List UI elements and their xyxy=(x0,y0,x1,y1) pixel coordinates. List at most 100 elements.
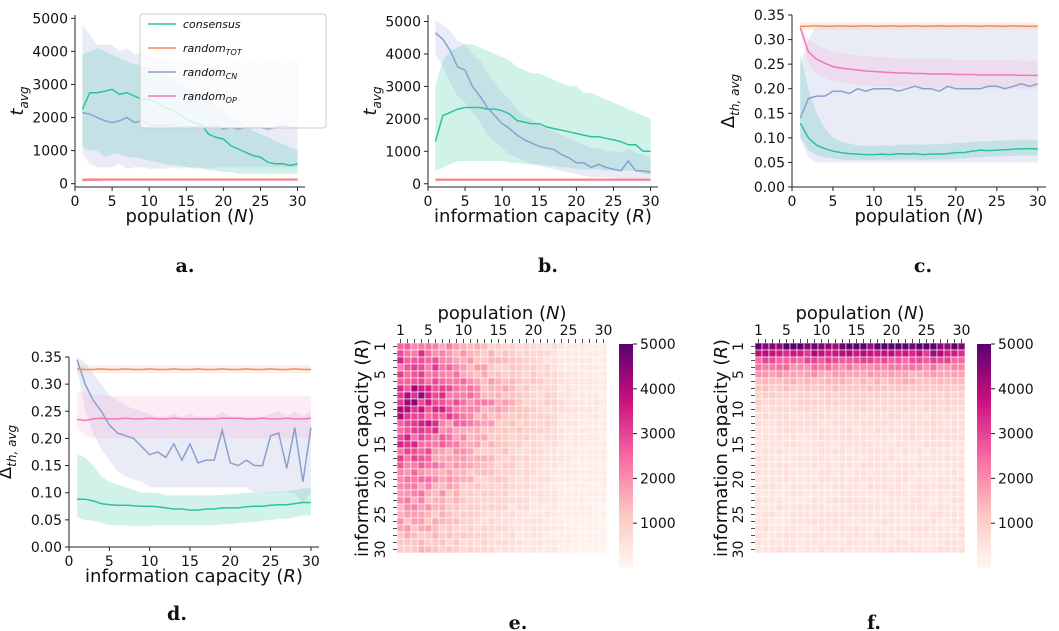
heatmap-cell xyxy=(410,447,419,456)
heatmap-cell xyxy=(859,447,868,456)
heatmap-cell xyxy=(775,426,784,435)
heatmap-cell xyxy=(550,447,559,456)
heatmap-cell xyxy=(487,356,496,365)
heatmap-cell xyxy=(831,398,840,407)
x-tick-label: 25 xyxy=(605,194,623,210)
heatmap-cell xyxy=(417,398,426,407)
heatmap-cell xyxy=(592,426,601,435)
heatmap-cell xyxy=(754,468,763,477)
heatmap-cell xyxy=(880,426,889,435)
heatmap-cell xyxy=(908,377,917,386)
heatmap-cell xyxy=(894,405,903,414)
heatmap-cell xyxy=(908,482,917,491)
heatmap-cell xyxy=(782,398,791,407)
heatmap-cell xyxy=(403,475,412,484)
heatmap-cell xyxy=(754,377,763,386)
heatmap-cell xyxy=(922,419,931,428)
band-random-cn xyxy=(800,24,1038,163)
heatmap-cell xyxy=(936,398,945,407)
heatmap-cell xyxy=(417,545,426,554)
heatmap-cell xyxy=(578,510,587,519)
heatmap-cell xyxy=(761,377,770,386)
heatmap-cell xyxy=(803,454,812,463)
heatmap-cell xyxy=(578,419,587,428)
heatmap-cell xyxy=(950,475,959,484)
heatmap-cell xyxy=(761,503,770,512)
heatmap-cell xyxy=(396,405,405,414)
heatmap-cell xyxy=(831,356,840,365)
heatmap-cell xyxy=(445,370,454,379)
colorbar xyxy=(619,344,633,568)
heatmap-cell xyxy=(494,503,503,512)
heatmap-cell xyxy=(466,454,475,463)
heatmap-cell xyxy=(410,419,419,428)
heatmap-cell xyxy=(585,531,594,540)
heatmap-cell xyxy=(796,342,805,351)
heatmap-cell xyxy=(480,531,489,540)
heatmap-cell xyxy=(957,356,966,365)
heatmap-cell xyxy=(894,433,903,442)
heatmap-cell xyxy=(480,391,489,400)
heatmap-cell xyxy=(452,342,461,351)
heatmap-cell xyxy=(452,468,461,477)
heatmap-cell xyxy=(403,391,412,400)
heatmap-cell xyxy=(817,363,826,372)
heatmap-cell xyxy=(768,377,777,386)
heatmap-cell xyxy=(403,370,412,379)
heatmap-cell xyxy=(396,342,405,351)
y-tick-label: 0 xyxy=(59,177,68,193)
heatmap-cell xyxy=(887,468,896,477)
heatmap-cell xyxy=(424,426,433,435)
heatmap-cell xyxy=(557,412,566,421)
heatmap-cell xyxy=(943,496,952,505)
heatmap-cell xyxy=(543,440,552,449)
y-tick-label: 25 xyxy=(373,506,389,524)
heatmap-cell xyxy=(508,356,517,365)
heatmap-cell xyxy=(845,482,854,491)
heatmap-cell xyxy=(508,545,517,554)
heatmap-cell xyxy=(508,426,517,435)
heatmap-cell xyxy=(417,524,426,533)
heatmap-cell xyxy=(571,531,580,540)
heatmap-cell xyxy=(782,475,791,484)
heatmap-cell xyxy=(922,461,931,470)
heatmap-cell xyxy=(803,503,812,512)
heatmap-cell xyxy=(501,454,510,463)
heatmap-cell xyxy=(578,468,587,477)
heatmap-cell xyxy=(438,356,447,365)
heatmap-cell xyxy=(473,426,482,435)
heatmap-cell xyxy=(768,545,777,554)
heatmap-cell xyxy=(929,447,938,456)
heatmap-cell xyxy=(894,391,903,400)
heatmap-cell xyxy=(473,391,482,400)
heatmap-cell xyxy=(782,447,791,456)
heatmap-cell xyxy=(424,545,433,554)
heatmap-cell xyxy=(761,517,770,526)
heatmap-cell xyxy=(880,517,889,526)
heatmap-cell xyxy=(452,489,461,498)
heatmap-cell xyxy=(564,363,573,372)
heatmap-cell xyxy=(852,398,861,407)
heatmap-cell xyxy=(754,440,763,449)
heatmap-cell xyxy=(494,468,503,477)
heatmap-cell xyxy=(550,433,559,442)
heatmap-cell xyxy=(803,370,812,379)
heatmap-cell xyxy=(859,405,868,414)
heatmap-cell xyxy=(859,433,868,442)
x-tick-label: 5 xyxy=(424,323,433,339)
y-tick-label: 0.25 xyxy=(31,404,62,420)
heatmap-cell xyxy=(817,468,826,477)
heatmap-cell xyxy=(908,517,917,526)
band-consensus xyxy=(77,454,311,527)
heatmap-cell xyxy=(578,461,587,470)
panel-letter: b. xyxy=(538,255,558,277)
heatmap-cell xyxy=(438,538,447,547)
heatmap-cell xyxy=(494,545,503,554)
heatmap-cell xyxy=(957,496,966,505)
heatmap-cell xyxy=(564,426,573,435)
heatmap-cell xyxy=(452,531,461,540)
heatmap-cell xyxy=(957,475,966,484)
heatmap-cell xyxy=(543,510,552,519)
heatmap-cell xyxy=(578,454,587,463)
heatmap-cell xyxy=(782,496,791,505)
